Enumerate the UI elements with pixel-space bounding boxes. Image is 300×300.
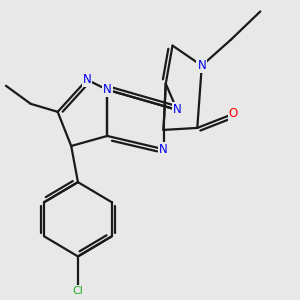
Text: O: O bbox=[229, 107, 238, 120]
Text: N: N bbox=[82, 73, 91, 86]
Text: N: N bbox=[197, 59, 206, 72]
Text: N: N bbox=[172, 103, 182, 116]
Text: Cl: Cl bbox=[73, 286, 83, 296]
Text: N: N bbox=[103, 83, 112, 96]
Text: N: N bbox=[159, 143, 168, 156]
